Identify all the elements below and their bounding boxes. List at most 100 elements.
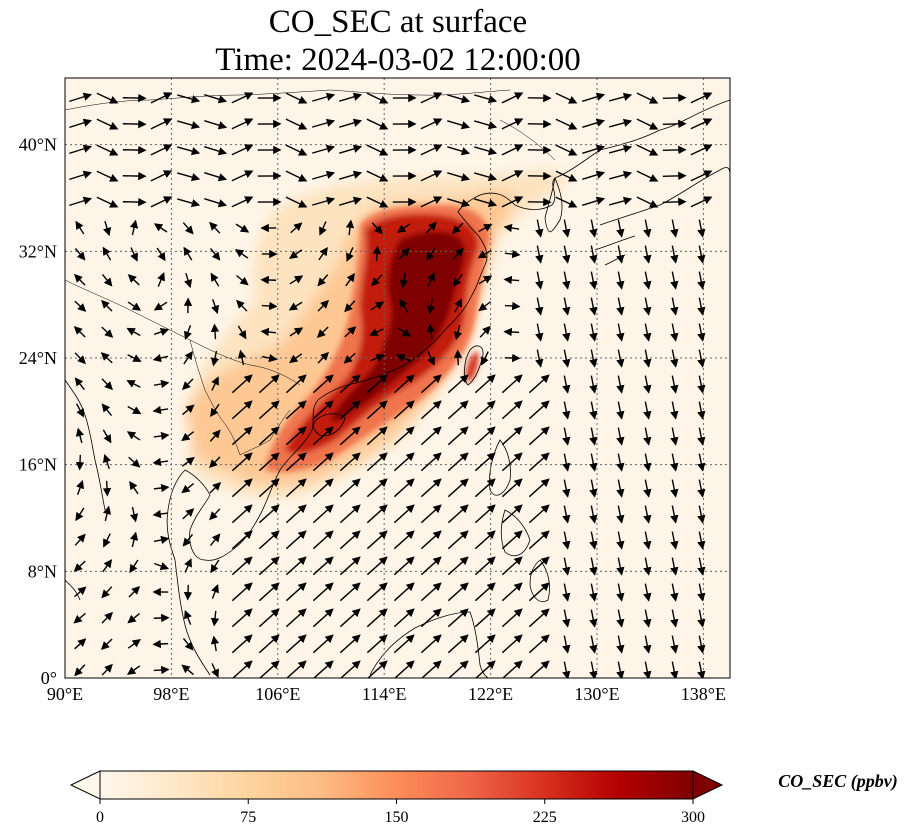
wind-arrow — [339, 608, 361, 628]
wind-arrow — [420, 426, 442, 446]
wind-arrow — [529, 660, 550, 678]
wind-arrow — [528, 452, 550, 472]
wind-arrow — [503, 275, 520, 285]
wind-arrow — [697, 245, 706, 264]
wind-arrow — [122, 119, 147, 129]
wind-arrow — [286, 660, 307, 678]
wind-arrow — [129, 559, 139, 574]
wind-arrow — [69, 144, 93, 155]
wind-arrow — [75, 220, 85, 235]
wind-arrow — [204, 120, 228, 130]
wind-arrow — [670, 661, 679, 678]
wind-arrow — [393, 504, 415, 524]
wind-arrow — [101, 611, 114, 624]
wind-arrow — [535, 323, 544, 342]
wind-arrow — [127, 612, 141, 624]
wind-arrow — [393, 634, 415, 654]
wind-arrow — [317, 299, 330, 312]
wind-arrow — [371, 274, 383, 287]
wind-arrow — [662, 197, 687, 207]
wind-arrow — [210, 350, 220, 367]
wind-arrow — [184, 325, 192, 341]
wind-arrow — [670, 323, 679, 342]
wind-arrow — [259, 660, 280, 678]
wind-arrow — [474, 478, 496, 498]
wind-arrow — [589, 583, 598, 602]
borneo-coastline — [369, 611, 489, 678]
wind-arrow — [231, 400, 253, 420]
latitude-tick-labels: 0° 8°N 16°N 24°N 32°N 40°N — [19, 135, 57, 688]
wind-arrow — [209, 456, 221, 469]
wind-arrow — [562, 661, 571, 678]
wind-arrow — [396, 223, 411, 233]
wind-arrow — [697, 557, 706, 576]
wind-arrow — [643, 219, 652, 238]
wind-arrow — [420, 118, 443, 130]
wind-arrow — [447, 530, 469, 550]
wind-arrow — [285, 504, 307, 524]
wind-arrow — [73, 612, 86, 624]
wind-arrow — [317, 351, 329, 364]
wind-arrow — [339, 478, 361, 498]
colorbar-max-extension — [692, 770, 724, 800]
lon-tick-106: 106°E — [255, 684, 300, 704]
wind-arrow — [177, 94, 201, 104]
wind-arrow — [317, 274, 329, 287]
wind-arrow — [427, 272, 435, 287]
wind-arrow — [211, 299, 220, 315]
wind-arrow — [181, 483, 195, 494]
wind-arrow — [555, 118, 578, 130]
wind-arrow — [555, 144, 578, 156]
wind-arrow — [76, 479, 85, 495]
wind-arrow — [454, 298, 462, 313]
wind-arrow — [528, 634, 550, 654]
wind-arrow — [690, 170, 713, 182]
wind-arrow — [528, 504, 550, 524]
wind-arrow — [150, 118, 173, 130]
wind-arrow — [670, 271, 679, 290]
wind-arrow — [96, 118, 119, 130]
colorbar-tick-300: 300 — [681, 809, 705, 826]
wind-arrow — [589, 219, 598, 238]
wind-arrow — [690, 118, 713, 130]
wind-arrow — [420, 452, 442, 472]
wind-arrow — [339, 530, 361, 550]
wind-arrow — [127, 274, 140, 286]
wind-arrow — [154, 562, 170, 570]
wind-arrow — [290, 222, 303, 234]
wind-arrow — [210, 559, 220, 574]
wind-arrow — [697, 349, 706, 368]
wind-arrow — [643, 401, 652, 420]
wind-arrow — [153, 535, 170, 545]
wind-arrow — [258, 530, 280, 550]
wind-arrow — [231, 92, 254, 104]
wind-arrow — [204, 172, 228, 182]
lat-tick-24: 24°N — [19, 348, 57, 368]
wind-arrow — [562, 453, 571, 472]
wind-arrow — [231, 452, 253, 472]
wind-arrow — [562, 609, 571, 628]
wind-arrow — [366, 118, 389, 130]
wind-arrow — [643, 661, 652, 678]
wind-arrow — [589, 531, 598, 550]
wind-arrow — [258, 374, 280, 394]
wind-arrow — [366, 196, 389, 208]
wind-arrow — [209, 247, 221, 261]
wind-arrow — [210, 610, 220, 627]
wind-arrow — [393, 608, 415, 628]
wind-arrow — [231, 634, 253, 654]
wind-vectors — [69, 92, 713, 678]
wind-arrow — [420, 530, 442, 550]
wind-arrow — [127, 405, 142, 415]
wind-arrow — [231, 608, 253, 628]
lon-tick-138: 138°E — [681, 684, 726, 704]
wind-arrow — [562, 505, 571, 524]
colorbar-tick-75: 75 — [240, 809, 256, 826]
wind-arrow — [312, 170, 336, 180]
wind-arrow — [183, 350, 193, 365]
wind-arrow — [237, 325, 247, 340]
wind-arrow — [318, 246, 328, 261]
wind-arrow — [366, 530, 388, 550]
wind-arrow — [69, 118, 93, 129]
wind-arrow — [662, 93, 687, 103]
